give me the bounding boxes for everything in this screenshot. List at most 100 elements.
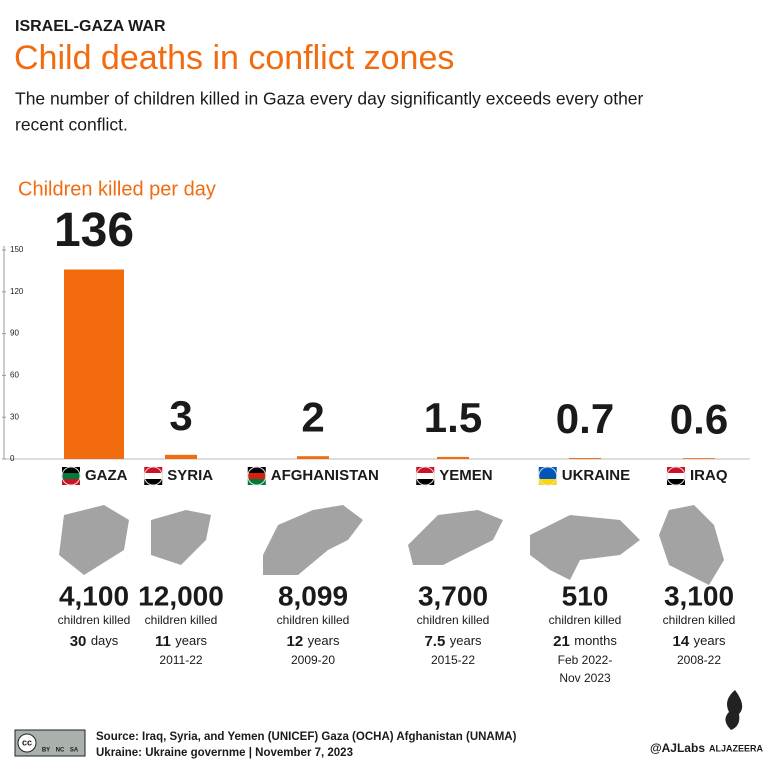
flag-stripe xyxy=(62,473,80,479)
duration-unit: months xyxy=(574,633,617,648)
country-map xyxy=(408,510,503,565)
y-tick-label: 60 xyxy=(10,371,19,380)
axis-title: Children killed per day xyxy=(18,178,216,200)
source: Ukraine: Ukraine governme xyxy=(96,747,246,759)
flag-outline xyxy=(143,466,163,486)
flag-stripe xyxy=(247,479,266,485)
flag xyxy=(666,466,686,486)
country-map xyxy=(151,510,211,565)
duration: 30 days xyxy=(70,633,119,650)
duration-value: 12 xyxy=(287,633,304,650)
flag-outline xyxy=(61,466,81,486)
value-label: 2 xyxy=(301,393,324,440)
killed-label: children killed xyxy=(663,613,736,627)
flag-stripe xyxy=(62,467,80,473)
flag-stripe xyxy=(667,473,685,479)
license-label: NC xyxy=(56,748,65,754)
flag-stripe xyxy=(538,473,557,479)
period: Feb 2022- xyxy=(558,653,613,667)
flag-stripe xyxy=(62,479,80,485)
flag xyxy=(538,466,558,486)
chart-title: Child deaths in conflict zones xyxy=(14,39,454,77)
country-map xyxy=(263,505,363,575)
flag-stripe xyxy=(247,467,266,473)
y-tick-label: 90 xyxy=(10,329,19,338)
category-label: YEMEN xyxy=(439,467,492,484)
duration: 14 years xyxy=(673,633,726,650)
subtitle: recent conflict. xyxy=(15,115,128,135)
killed-label: children killed xyxy=(277,613,350,627)
brand: ALJAZEERA xyxy=(709,743,764,753)
kicker: ISRAEL-GAZA WAR xyxy=(15,18,166,35)
country-map xyxy=(659,505,724,585)
flag-stripe xyxy=(416,473,435,479)
country-map xyxy=(59,505,129,575)
license-label: BY xyxy=(42,748,50,754)
license-label: cc xyxy=(22,737,32,747)
value-label: 3 xyxy=(169,392,192,439)
flag-outline xyxy=(666,466,686,486)
flag-stripe xyxy=(538,467,557,473)
flag-outline xyxy=(538,466,558,486)
period: 2008-22 xyxy=(677,653,721,667)
killed-total: 3,700 xyxy=(418,580,488,611)
bar xyxy=(437,456,469,459)
flag xyxy=(61,466,81,486)
logo-mark xyxy=(725,690,743,730)
category-label: UKRAINE xyxy=(562,467,630,484)
flag-stripe xyxy=(144,467,163,473)
category-label: IRAQ xyxy=(690,467,728,484)
killed-total: 510 xyxy=(562,580,609,611)
duration-unit: years xyxy=(308,633,340,648)
killed-label: children killed xyxy=(145,613,218,627)
bar xyxy=(64,269,124,459)
flag-outline xyxy=(415,466,435,486)
flag xyxy=(415,466,435,486)
value-label: 0.6 xyxy=(670,395,728,442)
duration: 21 months xyxy=(553,633,617,650)
category-label: SYRIA xyxy=(167,467,213,484)
y-tick-label: 30 xyxy=(10,412,19,421)
killed-total: 8,099 xyxy=(278,580,348,611)
duration-unit: years xyxy=(694,633,726,648)
flag-stripe xyxy=(416,479,435,485)
bar xyxy=(297,456,329,459)
y-tick-label: 0 xyxy=(10,454,15,463)
bar xyxy=(683,458,715,459)
flag-stripe xyxy=(247,473,266,479)
bar xyxy=(569,458,601,459)
duration-value: 30 xyxy=(70,633,87,650)
subtitle: The number of children killed in Gaza ev… xyxy=(15,89,644,109)
handle: @AJLabs xyxy=(650,741,705,755)
duration-value: 14 xyxy=(673,633,690,650)
flag-stripe xyxy=(667,467,685,473)
duration-unit: years xyxy=(175,633,207,648)
flag-stripe xyxy=(144,479,163,485)
flag-stripe xyxy=(538,479,557,485)
value-label: 1.5 xyxy=(424,394,482,441)
flag-stripe xyxy=(416,467,435,473)
duration-unit: days xyxy=(91,633,119,648)
y-tick-label: 150 xyxy=(10,245,24,254)
killed-label: children killed xyxy=(58,613,131,627)
license-badge xyxy=(14,729,86,757)
killed-total: 4,100 xyxy=(59,580,129,611)
period: Nov 2023 xyxy=(559,671,611,685)
period: 2011-22 xyxy=(159,653,202,667)
period: 2009-20 xyxy=(291,653,335,667)
source-line: Ukraine: Ukraine governme | November 7, … xyxy=(96,747,353,759)
killed-label: children killed xyxy=(549,613,622,627)
y-tick-label: 120 xyxy=(10,287,24,296)
country-map xyxy=(530,515,640,580)
duration: 12 years xyxy=(287,633,340,650)
date: November 7, 2023 xyxy=(255,747,353,759)
duration-value: 11 xyxy=(155,633,171,650)
period: 2015-22 xyxy=(431,653,475,667)
duration: 11 years xyxy=(155,633,208,650)
killed-total: 12,000 xyxy=(138,580,224,611)
killed-total: 3,100 xyxy=(664,580,734,611)
license-icon xyxy=(17,733,37,753)
value-label: 136 xyxy=(54,204,134,257)
duration-value: 21 xyxy=(553,633,570,650)
